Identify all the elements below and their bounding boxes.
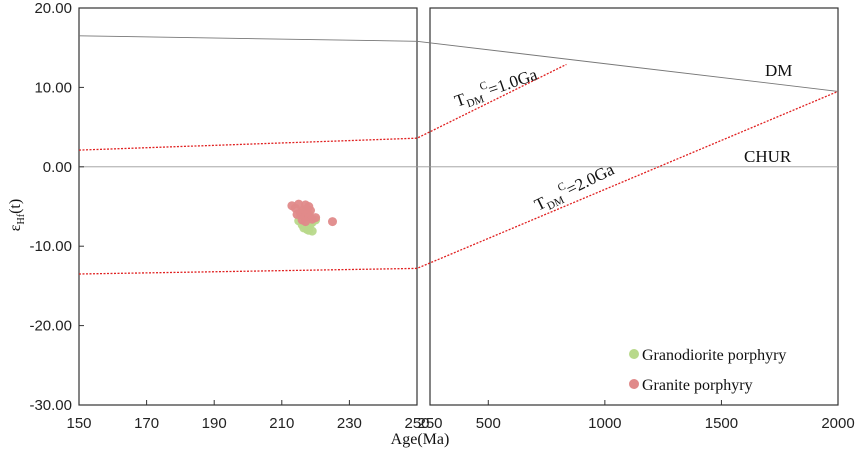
left-panel-frame: [78, 7, 418, 406]
reference-lines: [78, 35, 839, 275]
x-tick-label: 1000: [588, 415, 621, 432]
x-tick-label: 170: [134, 415, 159, 432]
x-axis-title: Age(Ma): [391, 431, 450, 448]
x-tick-label: 150: [66, 415, 91, 432]
legend-label-granite: Granite porphyry: [642, 377, 753, 394]
y-tick-label: -30.00: [29, 397, 72, 414]
granite-point: [311, 213, 321, 223]
granite-point: [328, 217, 337, 227]
tdm2-label-tail: =2.0Ga: [563, 160, 617, 199]
legend: Granodiorite porphyry Granite porphyry: [629, 347, 786, 394]
x-tick-label: 250: [417, 415, 442, 432]
x-tick-label: 190: [202, 415, 227, 432]
y-axis-title-tail: (t): [7, 199, 24, 214]
y-tick-label: 10.00: [34, 79, 72, 96]
tdm1-label: TDMC=1.0Ga: [451, 63, 541, 114]
x-tick-label: 500: [476, 415, 501, 432]
dm-label: DM: [765, 61, 792, 80]
tdm1-label-tail: =1.0Ga: [486, 65, 541, 100]
x-tick-label: 210: [269, 415, 294, 432]
y-axis-title-main: ε: [7, 224, 24, 231]
chur-label: CHUR: [744, 147, 792, 166]
legend-marker-granite: [629, 379, 639, 389]
line-dm: [78, 35, 839, 92]
tdm2-label-sub: DM: [545, 194, 566, 213]
y-axis-title-sub: Hf: [16, 213, 27, 224]
y-axis-title: εHf(t): [7, 199, 27, 231]
data-points: [287, 199, 337, 236]
granite-point: [301, 217, 310, 227]
y-tick-label: -20.00: [29, 318, 72, 335]
line-tdm1: [78, 63, 567, 151]
legend-label-granodiorite: Granodiorite porphyry: [642, 347, 786, 364]
y-tick-label: 0.00: [43, 159, 72, 176]
right-panel-frame: [429, 7, 839, 406]
x-tick-label: 1500: [705, 415, 738, 432]
y-tick-label: -10.00: [29, 238, 72, 255]
x-tick-label: 250: [404, 415, 429, 432]
granite-point: [304, 202, 314, 211]
tdm1-label-sup: C: [478, 79, 489, 93]
y-tick-label: 20.00: [34, 0, 72, 17]
tdm2-label-sup: C: [556, 180, 568, 194]
tdm1-label-sub: DM: [465, 93, 486, 110]
y-axis-ticks: 20.00 10.00 0.00 -10.00 -20.00 -30.00: [29, 0, 84, 414]
granodiorite-point: [307, 226, 317, 236]
line-tdm2: [78, 90, 839, 275]
x-tick-label: 230: [337, 415, 362, 432]
legend-marker-granodiorite: [629, 349, 639, 359]
x-tick-label: 2000: [821, 415, 854, 432]
